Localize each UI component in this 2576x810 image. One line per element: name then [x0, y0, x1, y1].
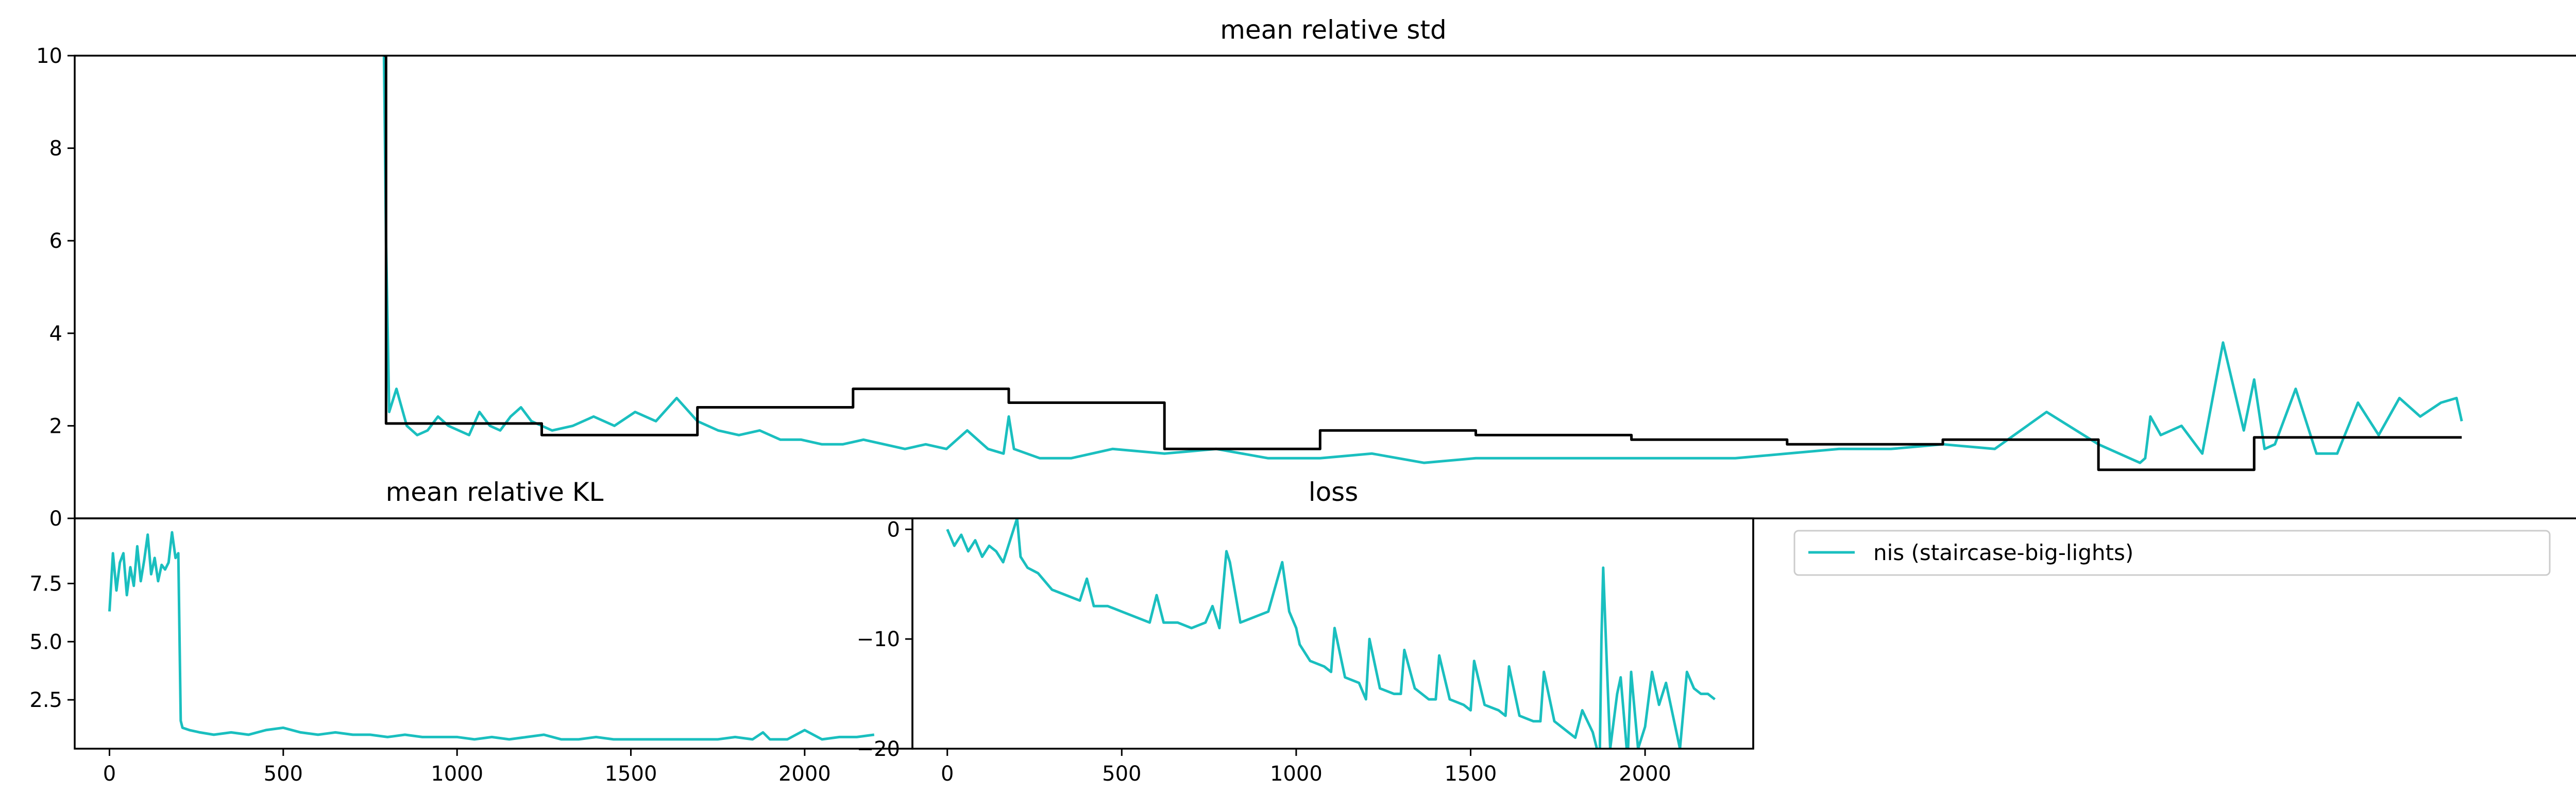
mean-relative-kl-y-tick-label: 2.5: [29, 688, 62, 712]
mean-relative-kl-x-tick-label: 0: [103, 762, 116, 786]
mean-relative-kl-y-tick-label: 5.0: [29, 630, 62, 654]
loss-x-tick-label: 0: [941, 762, 954, 786]
mean-relative-std-y-ticks: 0 2 4 6 8 10: [36, 44, 75, 531]
mean-relative-std-y-tick-label: 6: [49, 229, 62, 253]
mean-relative-kl-series-0-line: [108, 531, 875, 741]
loss-y-tick-label: 0: [887, 518, 900, 542]
legend-label: nis (staircase-big-lights): [1873, 540, 2133, 565]
mean-relative-kl-panel: 2.5 5.0 7.5 0 500 1000 1500 2000: [29, 517, 913, 786]
legend-box: [1793, 530, 2551, 576]
mean-relative-std-y-tick-label: 4: [49, 322, 62, 346]
mean-relative-kl-x-tick-label: 1000: [431, 762, 483, 786]
mean-relative-kl-x-tick-label: 500: [264, 762, 303, 786]
mean-relative-std-plot-lines: [382, 56, 2463, 471]
mean-relative-std-y-tick-label: 10: [36, 44, 62, 68]
mean-relative-kl-x-tick-label: 2000: [778, 762, 831, 786]
mean-relative-kl-x-tick-label: 1500: [605, 762, 657, 786]
loss-x-tick-label: 1000: [1270, 762, 1323, 786]
loss-series-0-line: [946, 518, 1716, 749]
mean-relative-std-y-tick-label: 0: [49, 507, 62, 531]
mean-relative-std-title: mean relative std: [1220, 15, 1447, 45]
loss-y-ticks: −20 −10 0: [857, 518, 912, 761]
mean-relative-kl-y-tick-label: 7.5: [29, 572, 62, 596]
loss-title: loss: [1309, 477, 1359, 507]
loss-y-tick-label: −10: [857, 628, 900, 651]
mean-relative-std-series-1-line: [384, 56, 2462, 471]
loss-x-tick-label: 2000: [1619, 762, 1671, 786]
loss-x-tick-label: 500: [1102, 762, 1141, 786]
mean-relative-std-panel: 0 2 4 6 8 10: [36, 44, 2576, 531]
mean-relative-kl-y-ticks: 2.5 5.0 7.5: [29, 572, 75, 712]
loss-plot-lines: [946, 518, 1716, 749]
mean-relative-kl-x-ticks: 0 500 1000 1500 2000: [103, 749, 831, 786]
mean-relative-std-series-0-line: [382, 56, 2463, 464]
loss-x-tick-label: 1500: [1445, 762, 1497, 786]
mean-relative-std-y-tick-label: 8: [49, 137, 62, 161]
mean-relative-std-y-tick-label: 2: [49, 414, 62, 438]
loss-x-ticks: 0 500 1000 1500 2000: [941, 749, 1671, 786]
mean-relative-kl-plot-lines: [108, 531, 875, 741]
mean-relative-kl-title: mean relative KL: [386, 477, 604, 507]
loss-y-tick-label: −20: [857, 737, 900, 761]
legend-panel: nis (staircase-big-lights): [1752, 518, 2551, 749]
